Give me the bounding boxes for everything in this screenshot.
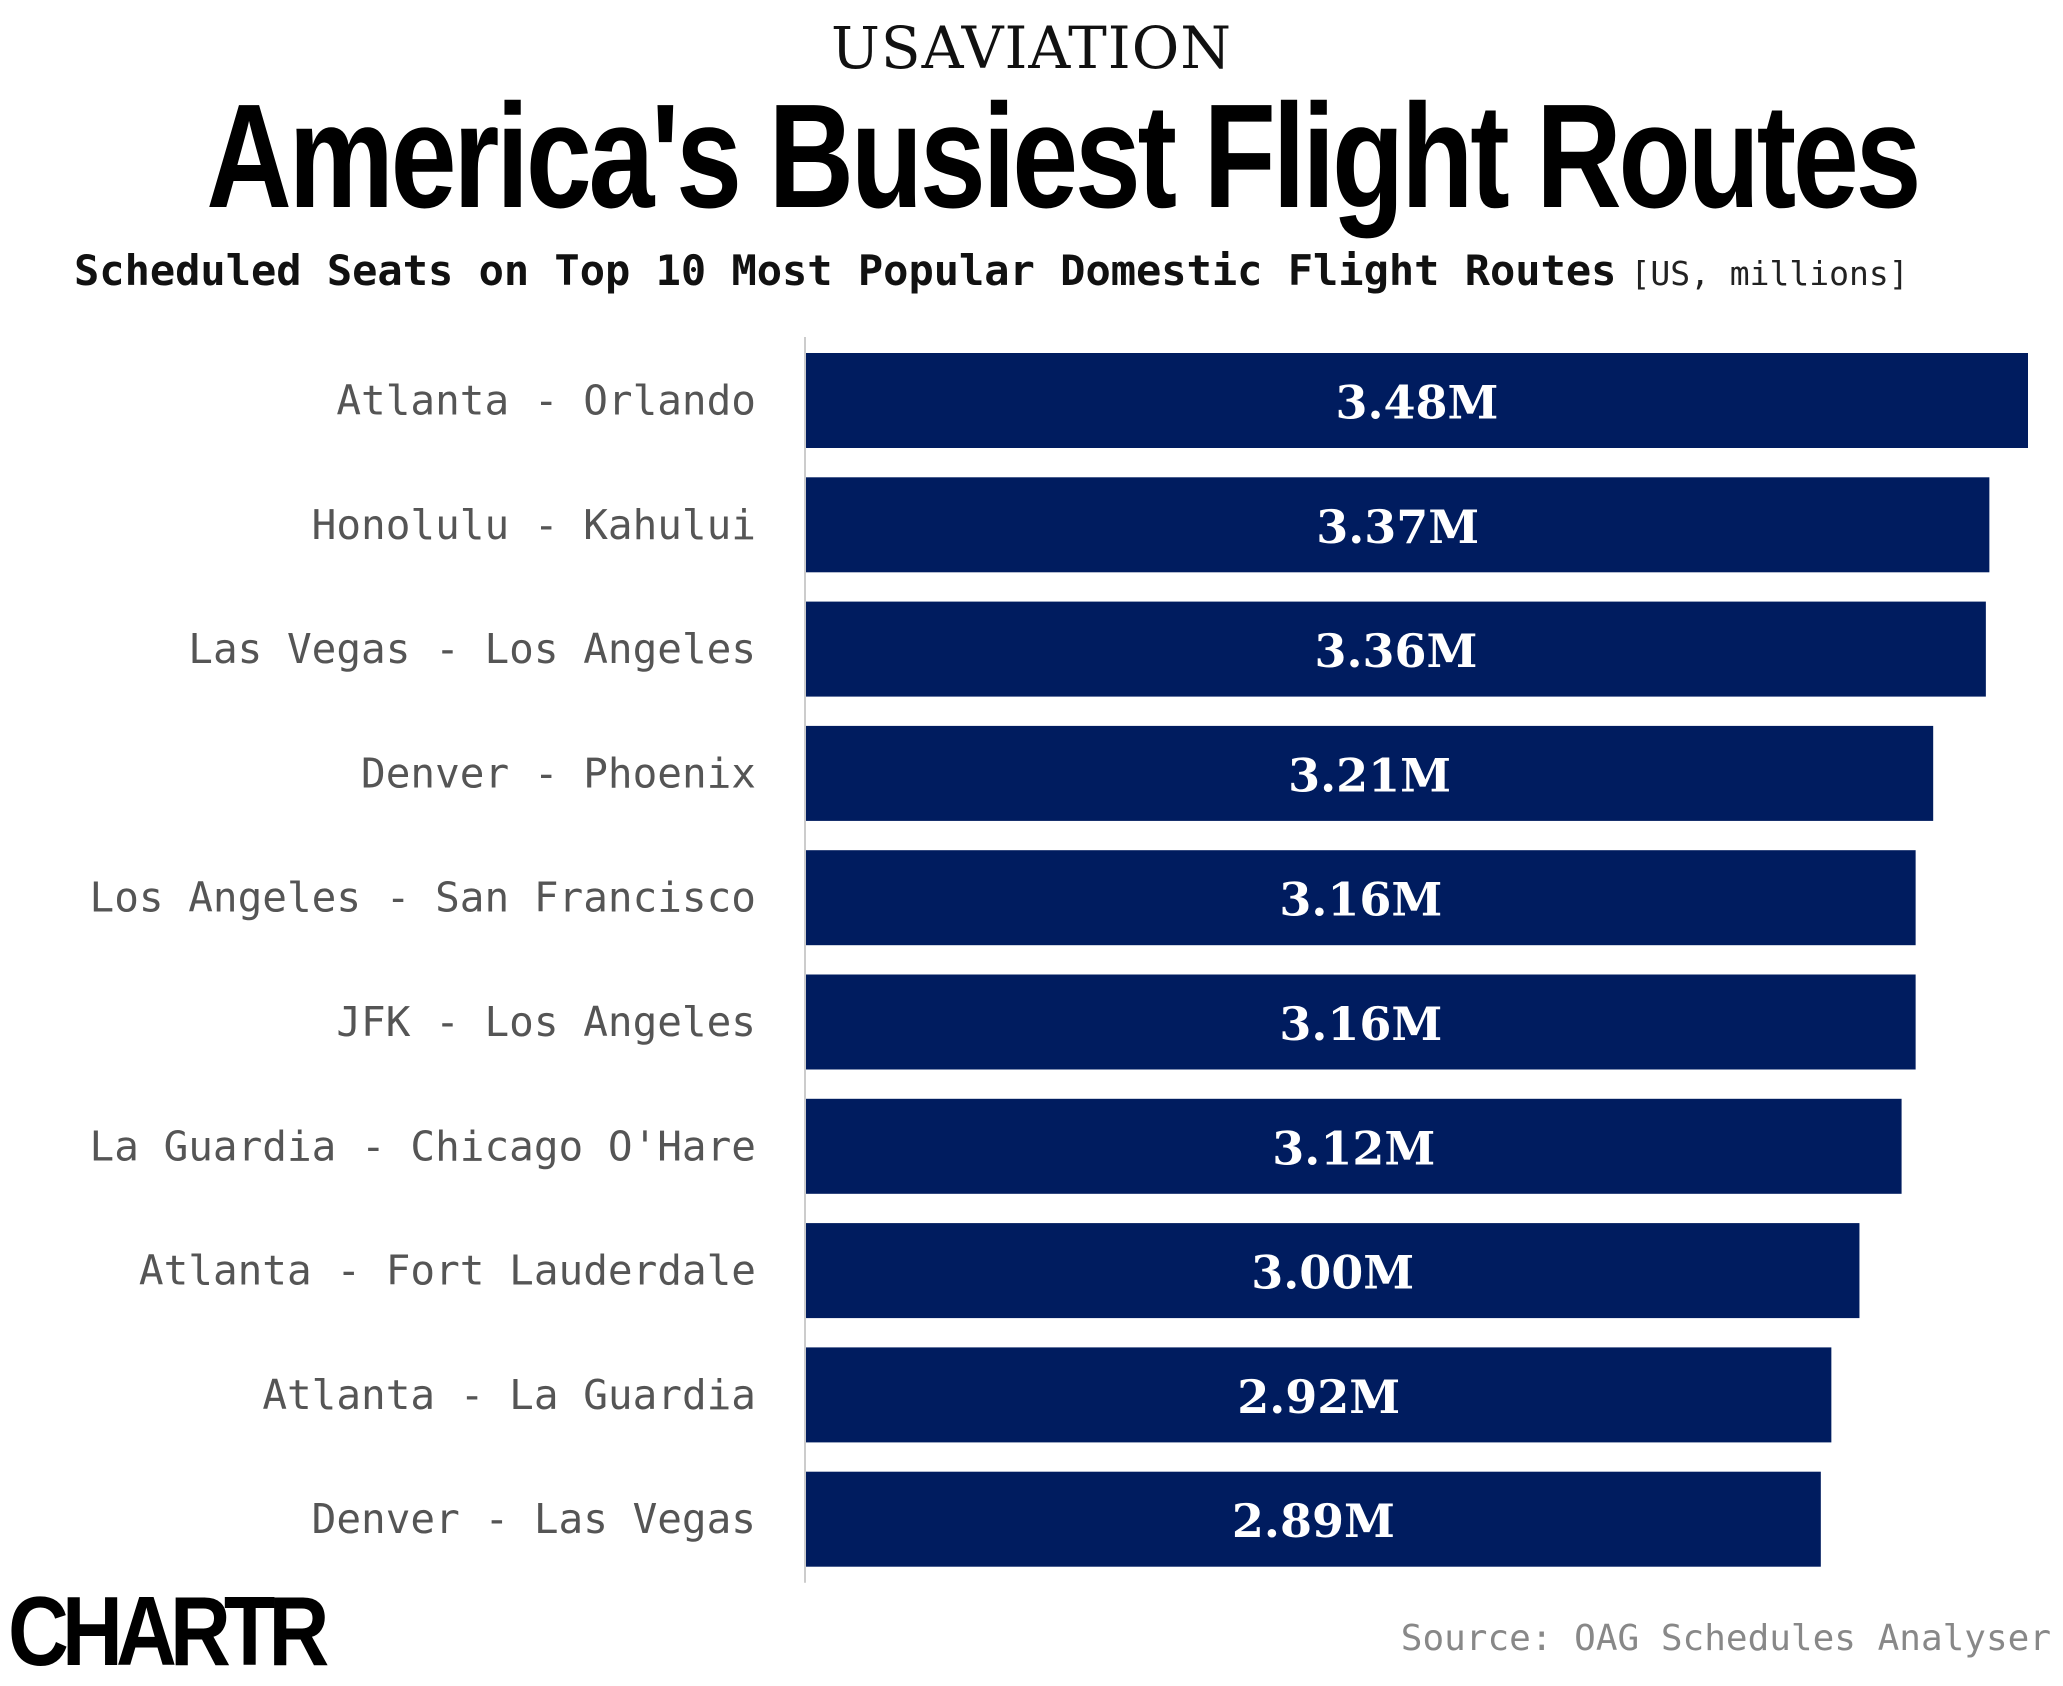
- data-label: 3.16M: [1279, 873, 1442, 927]
- bar: [806, 1098, 1902, 1194]
- data-label: 2.89M: [1232, 1494, 1395, 1548]
- bar: [806, 725, 1934, 821]
- chart-plot-area: Atlanta - Orlando 3.48M Honolulu - Kahului…: [90, 337, 2028, 1583]
- category-label: Denver - Phoenix: [361, 749, 756, 797]
- bar: [806, 850, 1916, 946]
- category-label: Atlanta - La Guardia: [262, 1371, 756, 1419]
- category-label: Atlanta - Fort Lauderdale: [139, 1247, 756, 1295]
- chart-subtitle: Scheduled Seats on Top 10 Most Popular D…: [74, 246, 1617, 295]
- chart-kicker: USAVIATION: [830, 14, 1233, 82]
- data-label: 3.12M: [1272, 1121, 1435, 1175]
- category-label: Las Vegas - Los Angeles: [188, 625, 756, 673]
- category-label: JFK - Los Angeles: [336, 998, 756, 1046]
- data-label: 3.00M: [1251, 1246, 1414, 1300]
- bar: [806, 1347, 1832, 1443]
- category-label: La Guardia - Chicago O'Hare: [90, 1122, 756, 1170]
- bar: [806, 1223, 1860, 1319]
- bar: [806, 1471, 1821, 1567]
- data-label: 3.37M: [1316, 500, 1479, 554]
- chartr-logo: CHARTR: [8, 1576, 329, 1686]
- source-note: Source: OAG Schedules Analyser: [1400, 1618, 2051, 1659]
- data-label: 3.21M: [1288, 748, 1451, 802]
- bar: [806, 353, 2028, 448]
- category-label: Denver - Las Vegas: [312, 1495, 756, 1543]
- data-label: 3.48M: [1336, 376, 1499, 430]
- data-label: 2.92M: [1237, 1370, 1400, 1424]
- category-label: Atlanta - Orlando: [336, 377, 756, 425]
- category-label: Honolulu - Kahului: [312, 501, 756, 549]
- chart-title: America's Busiest Flight Routes: [206, 74, 1921, 239]
- bar: [806, 974, 1916, 1070]
- unit-label: [US, millions]: [1630, 254, 1909, 293]
- data-label: 3.16M: [1279, 997, 1442, 1051]
- category-label: Los Angeles - San Francisco: [90, 874, 756, 922]
- bar: [806, 601, 1986, 697]
- bar: [806, 477, 1990, 573]
- data-label: 3.36M: [1314, 624, 1477, 678]
- subtitle-row: Scheduled Seats on Top 10 Most Popular D…: [74, 246, 1909, 295]
